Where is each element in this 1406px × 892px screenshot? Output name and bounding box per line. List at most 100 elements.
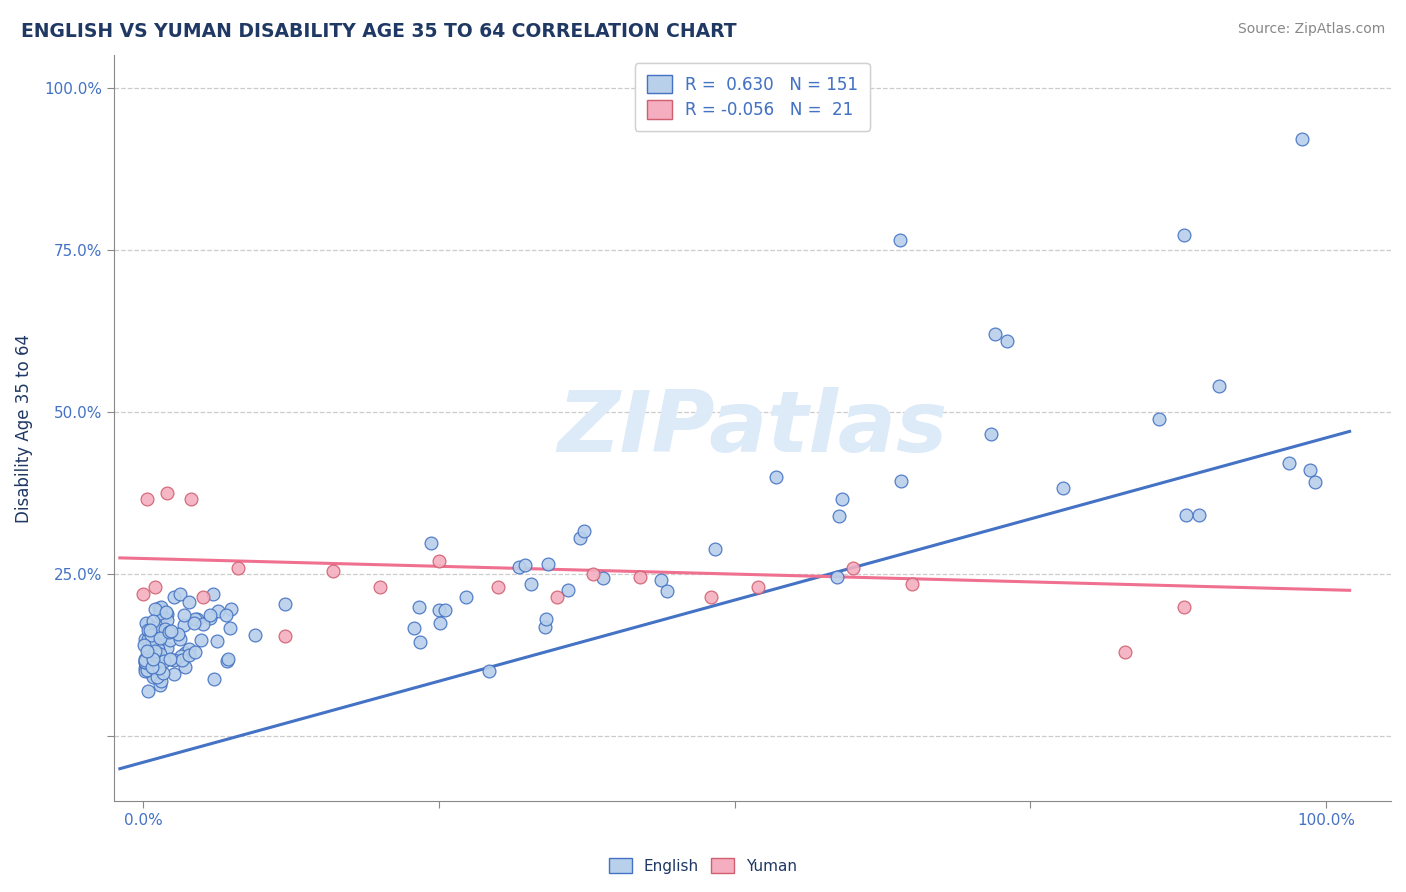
- Point: [142, 644, 165, 658]
- Point: [136, 653, 159, 667]
- Point: [508, 560, 530, 574]
- Point: [513, 558, 536, 572]
- Point: [592, 571, 614, 585]
- Point: [534, 620, 557, 634]
- Point: [152, 666, 174, 681]
- Point: [408, 599, 430, 614]
- Point: [889, 474, 911, 488]
- Point: [145, 602, 167, 616]
- Point: [478, 665, 501, 679]
- Point: [135, 657, 157, 672]
- Point: [765, 470, 787, 484]
- Point: [572, 524, 595, 538]
- Point: [1299, 463, 1322, 477]
- Point: [179, 642, 201, 657]
- Point: [368, 580, 391, 594]
- Point: [134, 632, 156, 646]
- Point: [831, 491, 853, 506]
- Point: [143, 649, 166, 664]
- Text: ZIPatlas: ZIPatlas: [557, 386, 948, 469]
- Point: [139, 628, 162, 642]
- Point: [207, 604, 229, 618]
- Point: [202, 672, 225, 686]
- Point: [177, 648, 200, 663]
- Point: [156, 607, 179, 622]
- Point: [889, 233, 911, 247]
- Point: [134, 655, 156, 669]
- Point: [842, 560, 865, 574]
- Point: [153, 654, 176, 668]
- Point: [134, 665, 156, 679]
- Point: [149, 606, 172, 620]
- Point: [156, 486, 179, 500]
- Point: [132, 638, 155, 652]
- Point: [159, 652, 181, 666]
- Point: [700, 590, 723, 604]
- Point: [141, 624, 163, 639]
- Point: [148, 601, 170, 615]
- Point: [274, 597, 297, 611]
- Text: ENGLISH VS YUMAN DISABILITY AGE 35 TO 64 CORRELATION CHART: ENGLISH VS YUMAN DISABILITY AGE 35 TO 64…: [21, 22, 737, 41]
- Point: [221, 601, 243, 615]
- Point: [183, 612, 205, 626]
- Point: [1173, 228, 1195, 243]
- Point: [156, 613, 179, 627]
- Point: [186, 612, 208, 626]
- Point: [153, 622, 176, 636]
- Point: [409, 634, 432, 648]
- Point: [146, 638, 169, 652]
- Point: [169, 649, 191, 664]
- Point: [134, 661, 156, 675]
- Point: [173, 659, 195, 673]
- Point: [149, 677, 172, 691]
- Point: [1114, 645, 1136, 659]
- Point: [150, 599, 173, 614]
- Point: [135, 664, 157, 678]
- Point: [537, 557, 560, 571]
- Point: [132, 586, 155, 600]
- Point: [134, 655, 156, 669]
- Point: [172, 653, 194, 667]
- Point: [747, 580, 769, 594]
- Point: [136, 623, 159, 637]
- Point: [183, 615, 205, 630]
- Point: [1149, 412, 1171, 426]
- Point: [703, 541, 725, 556]
- Point: [427, 554, 450, 568]
- Point: [142, 614, 165, 628]
- Point: [149, 604, 172, 618]
- Point: [143, 644, 166, 658]
- Point: [1052, 481, 1074, 495]
- Point: [141, 634, 163, 648]
- Point: [173, 607, 195, 622]
- Point: [143, 658, 166, 673]
- Point: [173, 618, 195, 632]
- Point: [274, 629, 297, 643]
- Point: [193, 617, 215, 632]
- Point: [628, 570, 651, 584]
- Point: [1303, 475, 1326, 490]
- Point: [149, 625, 172, 640]
- Point: [429, 616, 451, 631]
- Point: [1173, 599, 1195, 614]
- Point: [174, 646, 197, 660]
- Point: [155, 605, 177, 619]
- Point: [519, 576, 541, 591]
- Point: [427, 603, 450, 617]
- Point: [456, 591, 478, 605]
- Point: [1291, 132, 1313, 146]
- Point: [215, 654, 238, 668]
- Point: [142, 633, 165, 648]
- Point: [419, 536, 441, 550]
- Point: [1174, 508, 1197, 522]
- Y-axis label: Disability Age 35 to 64: Disability Age 35 to 64: [15, 334, 32, 523]
- Point: [190, 632, 212, 647]
- Point: [180, 492, 202, 507]
- Point: [486, 580, 509, 594]
- Point: [995, 334, 1018, 348]
- Point: [145, 643, 167, 657]
- Legend: R =  0.630   N = 151, R = -0.056   N =  21: R = 0.630 N = 151, R = -0.056 N = 21: [636, 63, 870, 131]
- Point: [155, 640, 177, 655]
- Point: [163, 653, 186, 667]
- Point: [138, 644, 160, 658]
